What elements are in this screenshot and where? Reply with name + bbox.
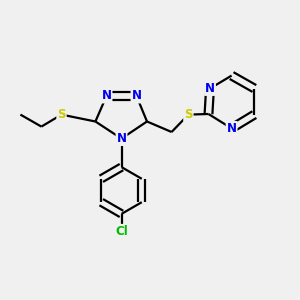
Text: N: N — [226, 122, 237, 135]
Text: N: N — [101, 89, 112, 103]
Text: S: S — [184, 108, 193, 121]
Text: N: N — [116, 132, 127, 145]
Text: N: N — [205, 82, 215, 95]
Text: N: N — [131, 89, 142, 103]
Text: Cl: Cl — [115, 225, 128, 238]
Text: S: S — [57, 108, 66, 121]
